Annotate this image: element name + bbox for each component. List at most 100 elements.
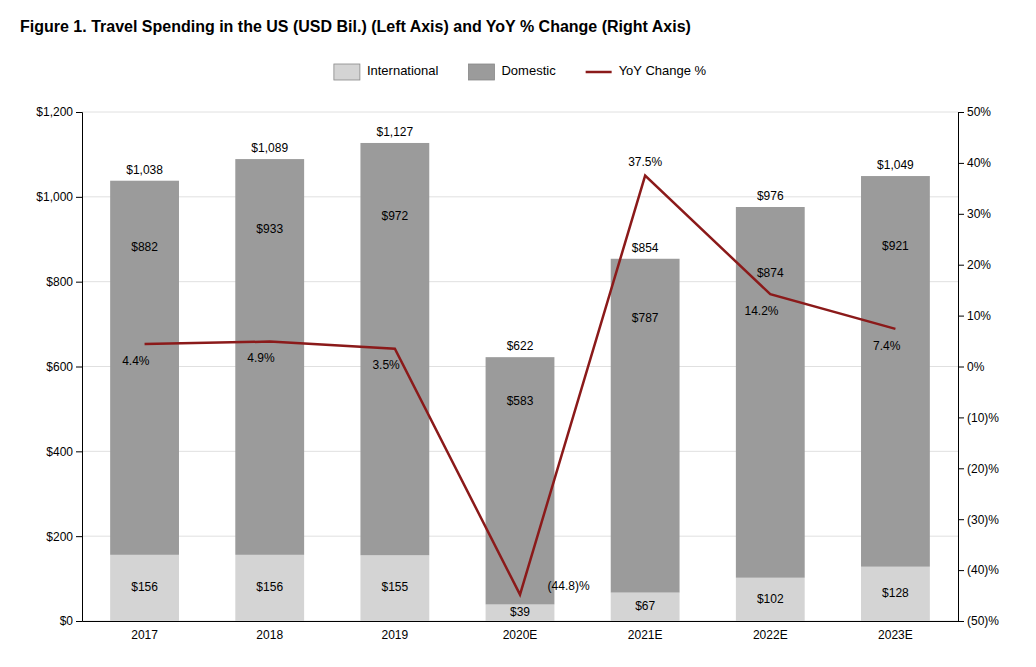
tick-label: 2018 xyxy=(256,628,283,642)
data-label: $39 xyxy=(510,605,530,619)
legend-label: Domestic xyxy=(501,63,556,78)
tick-mark xyxy=(76,282,82,283)
line-label: 7.4% xyxy=(873,339,901,353)
grid-line xyxy=(82,196,958,197)
grid-line xyxy=(82,112,958,113)
tick-label: $200 xyxy=(46,530,73,544)
grid-line xyxy=(82,281,958,282)
tick: $600 xyxy=(46,360,82,374)
tick: 2019 xyxy=(382,621,409,642)
plot-area: $156$156$155$39$67$102$128$882$933$972$5… xyxy=(36,105,999,641)
tick-label: $600 xyxy=(46,360,73,374)
tick: $1,000 xyxy=(36,190,82,204)
tick-mark xyxy=(76,536,82,537)
marks xyxy=(110,143,930,621)
data-label: $156 xyxy=(256,580,283,594)
data-label: $102 xyxy=(757,592,784,606)
data-label: $972 xyxy=(382,209,409,223)
line xyxy=(145,176,896,595)
data-label: $921 xyxy=(882,239,909,253)
legend-swatch xyxy=(586,71,612,74)
bar xyxy=(736,207,805,578)
line-label: 14.2% xyxy=(745,304,779,318)
tick-mark xyxy=(958,621,964,622)
tick: 2017 xyxy=(131,621,158,642)
bar xyxy=(110,555,179,621)
bar xyxy=(611,593,680,621)
tick: 20% xyxy=(958,258,991,272)
bar xyxy=(360,555,429,621)
total-label: $976 xyxy=(757,189,784,203)
data-label: $882 xyxy=(131,240,158,254)
legend-label: YoY Change % xyxy=(619,63,707,78)
y2-axis: (50)% (40)% (30)% (20)% (10)% 0% 10% 20% 30% 40% 5… xyxy=(958,105,999,628)
bar xyxy=(861,176,930,567)
total-label: $1,089 xyxy=(251,141,288,155)
tick-label: 2020E xyxy=(503,628,538,642)
tick-label: 2022E xyxy=(753,628,788,642)
tick-label: 0% xyxy=(967,360,985,374)
tick-label: 40% xyxy=(967,156,991,170)
bar xyxy=(110,181,179,555)
legend-swatch xyxy=(334,64,360,80)
legend-label: International xyxy=(367,63,439,78)
grid xyxy=(82,112,958,621)
tick: 2022E xyxy=(753,621,788,642)
total-label: $622 xyxy=(507,339,534,353)
total-label: $1,127 xyxy=(377,125,414,139)
bar-series xyxy=(110,143,930,604)
tick-label: 20% xyxy=(967,258,991,272)
tick-label: (50)% xyxy=(967,614,999,628)
tick-label: 2021E xyxy=(628,628,663,642)
bar xyxy=(861,567,930,621)
line-label: 3.5% xyxy=(372,358,400,372)
tick: (10)% xyxy=(958,411,999,425)
tick-mark xyxy=(76,112,82,113)
bar xyxy=(611,259,680,593)
data-label: $156 xyxy=(131,580,158,594)
tick: 2021E xyxy=(628,621,663,642)
x-axis: 2017201820192020E2021E2022E2023E xyxy=(83,621,959,642)
tick-mark xyxy=(958,519,964,520)
data-label: $583 xyxy=(507,394,534,408)
tick-label: (30)% xyxy=(967,513,999,527)
tick-mark xyxy=(958,417,964,418)
tick: (30)% xyxy=(958,513,999,527)
line-label: (44.8)% xyxy=(548,579,590,593)
tick: 40% xyxy=(958,156,991,170)
data-label: $787 xyxy=(632,311,659,325)
data-labels: $156$156$155$39$67$102$128$882$933$972$5… xyxy=(122,125,914,619)
tick-label: 10% xyxy=(967,309,991,323)
bar xyxy=(736,578,805,621)
tick-mark xyxy=(958,112,964,113)
bar xyxy=(235,555,304,621)
axis-line xyxy=(959,113,965,622)
tick-mark xyxy=(958,163,964,164)
tick-mark xyxy=(958,570,964,571)
tick-label: 30% xyxy=(967,207,991,221)
data-label: $67 xyxy=(635,599,655,613)
tick-mark xyxy=(958,468,964,469)
tick-label: (40)% xyxy=(967,563,999,577)
total-label: $1,049 xyxy=(877,158,914,172)
tick: $400 xyxy=(46,445,82,459)
tick-label: 2017 xyxy=(131,628,158,642)
axis-line xyxy=(83,621,959,622)
tick-label: 50% xyxy=(967,105,991,119)
line-label: 37.5% xyxy=(628,155,662,169)
tick: $0 xyxy=(60,614,82,628)
tick-mark xyxy=(958,316,964,317)
tick-mark xyxy=(76,197,82,198)
tick-mark xyxy=(958,265,964,266)
tick-label: $0 xyxy=(60,614,74,628)
legend-swatch xyxy=(468,64,494,80)
axis-line xyxy=(76,113,83,622)
tick-label: (20)% xyxy=(967,462,999,476)
data-label: $128 xyxy=(882,586,909,600)
chart: Figure 1. Travel Spending in the US (USD… xyxy=(0,0,1036,667)
line-label: 4.9% xyxy=(247,351,275,365)
title: Figure 1. Travel Spending in the US (USD… xyxy=(20,18,691,35)
tick: (40)% xyxy=(958,563,999,577)
tick-label: $1,200 xyxy=(36,105,73,119)
tick-mark xyxy=(958,214,964,215)
